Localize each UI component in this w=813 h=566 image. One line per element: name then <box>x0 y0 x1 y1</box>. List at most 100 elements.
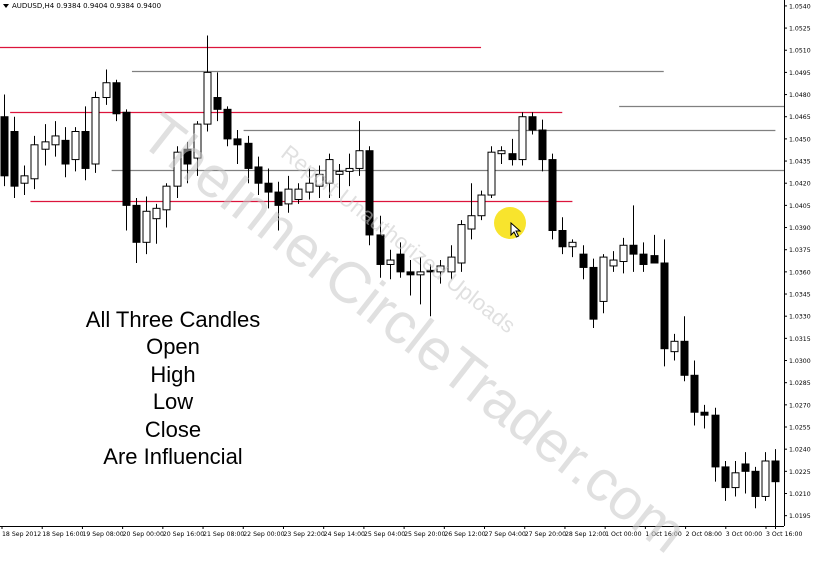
time-tick-label: 28 Sep 12:00 <box>565 531 606 538</box>
bull-candle-body <box>203 71 212 125</box>
bear-candle-body <box>132 204 141 243</box>
bull-candle-body <box>335 170 344 175</box>
price-tick-label: 1.0435 <box>789 159 811 166</box>
time-tick-label: 21 Sep 08:00 <box>203 531 244 538</box>
price-tick-label: 1.0495 <box>789 70 811 77</box>
bear-candle-body <box>711 414 720 468</box>
time-tick-label: 26 Sep 12:00 <box>444 531 485 538</box>
bear-candle-body <box>233 138 242 146</box>
bear-candle-body <box>406 271 415 276</box>
bull-candle-body <box>41 141 50 150</box>
time-tick-label: 2 Oct 08:00 <box>686 531 722 538</box>
chart-canvas[interactable]: 1.0540 1.0525 1.0510 1.0495 1.0480 1.0465 1.04… <box>0 0 813 541</box>
bull-candle-body <box>518 116 527 161</box>
dropdown-triangle-icon[interactable] <box>3 4 9 8</box>
bull-candle-body <box>294 188 303 200</box>
bull-candle-body <box>619 244 628 263</box>
price-tick-label: 1.0465 <box>789 114 811 121</box>
price-tick-label: 1.0375 <box>789 247 811 254</box>
bull-candle-body <box>416 271 425 276</box>
price-tick-label: 1.0360 <box>789 269 811 276</box>
bull-candle-body <box>142 210 151 243</box>
time-tick-label: 1 Oct 16:00 <box>645 531 681 538</box>
price-tick-label: 1.0480 <box>789 92 811 99</box>
bull-candle-body <box>761 460 770 497</box>
price-tick-label: 1.0390 <box>789 225 811 232</box>
bear-candle-body <box>365 150 374 236</box>
price-tick-label: 1.0540 <box>789 3 811 10</box>
price-tick-label: 1.0195 <box>789 513 811 520</box>
bull-candle-body <box>487 151 496 196</box>
caption-line: Open <box>146 334 200 360</box>
bull-candle-body <box>345 167 354 172</box>
time-tick-label: 20 Sep 16:00 <box>163 531 204 538</box>
bull-candle-body <box>91 97 100 165</box>
time-tick-label: 23 Sep 22:00 <box>283 531 324 538</box>
bear-candle-body <box>81 131 90 169</box>
bear-candle-body <box>112 82 121 115</box>
bear-candle-body <box>660 262 669 350</box>
time-tick-label: 3 Oct 00:00 <box>726 531 762 538</box>
time-tick-label: 25 Sep 20:00 <box>404 531 445 538</box>
price-tick-label: 1.0525 <box>789 26 811 33</box>
price-tick-label: 1.0225 <box>789 469 811 476</box>
bull-candle-body <box>102 82 111 99</box>
bear-candle-body <box>183 148 192 165</box>
price-tick-label: 1.0315 <box>789 336 811 343</box>
price-tick-label: 1.0420 <box>789 181 811 188</box>
price-tick-label: 1.0405 <box>789 203 811 210</box>
bear-candle-body <box>751 470 760 497</box>
bull-candle-body <box>325 159 334 184</box>
bull-candle-body <box>173 151 182 187</box>
bull-candle-body <box>670 340 679 353</box>
caption-line: Close <box>144 416 202 442</box>
price-tick-label: 1.0330 <box>789 314 811 321</box>
bear-candle-body <box>639 253 648 265</box>
bear-candle-body <box>508 153 517 161</box>
symbol-line: AUDUSD,H4 0.9384 0.9404 0.9384 0.9400 <box>12 2 162 10</box>
bull-candle-body <box>731 472 740 489</box>
bear-candle-body <box>579 253 588 268</box>
bull-candle-body <box>71 131 80 161</box>
bear-candle-body <box>650 255 659 264</box>
bull-candle-body <box>193 123 202 159</box>
time-tick-label: 18 Sep 2012 <box>2 531 41 538</box>
bear-candle-body <box>10 131 19 187</box>
bull-candle-body <box>436 265 445 273</box>
bear-candle-body <box>538 129 547 161</box>
bull-candle-body <box>355 150 364 169</box>
annotation-caption: All Three Candles Open High Low Close Ar… <box>58 306 288 470</box>
price-tick-label: 1.0510 <box>789 48 811 55</box>
bear-candle-body <box>213 97 222 110</box>
bull-candle-body <box>477 194 486 217</box>
bull-candle-body <box>284 188 293 205</box>
bull-candle-body <box>162 185 171 211</box>
bull-candle-body <box>315 173 324 187</box>
bull-candle-body <box>152 207 161 220</box>
bear-candle-body <box>700 411 709 416</box>
arrow-cursor-icon <box>510 222 522 238</box>
bear-candle-body <box>528 116 537 131</box>
time-tick-label: 20 Sep 00:00 <box>123 531 164 538</box>
caption-line: Are Influencial <box>103 444 243 470</box>
bear-candle-body <box>741 463 750 472</box>
price-tick-label: 1.0300 <box>789 358 811 365</box>
price-tick-label: 1.0345 <box>789 292 811 299</box>
bear-candle-body <box>558 229 567 248</box>
bear-candle-body <box>376 234 385 265</box>
time-tick-label: 24 Sep 14:00 <box>324 531 365 538</box>
caption-line: All Three Candles <box>85 307 261 332</box>
bull-candle-body <box>386 259 395 265</box>
bull-candle-body <box>497 150 506 155</box>
caption-line: High <box>150 361 196 387</box>
bear-candle-body <box>244 142 253 169</box>
bear-candle-body <box>223 108 232 140</box>
price-tick-label: 1.0450 <box>789 136 811 143</box>
bear-candle-body <box>721 466 730 489</box>
time-tick-label: 1 Oct 00:00 <box>605 531 641 538</box>
time-tick-label: 19 Sep 08:00 <box>82 531 123 538</box>
bear-candle-body <box>274 191 283 206</box>
time-tick-label: 27 Sep 20:00 <box>525 531 566 538</box>
bull-candle-body <box>30 144 39 180</box>
